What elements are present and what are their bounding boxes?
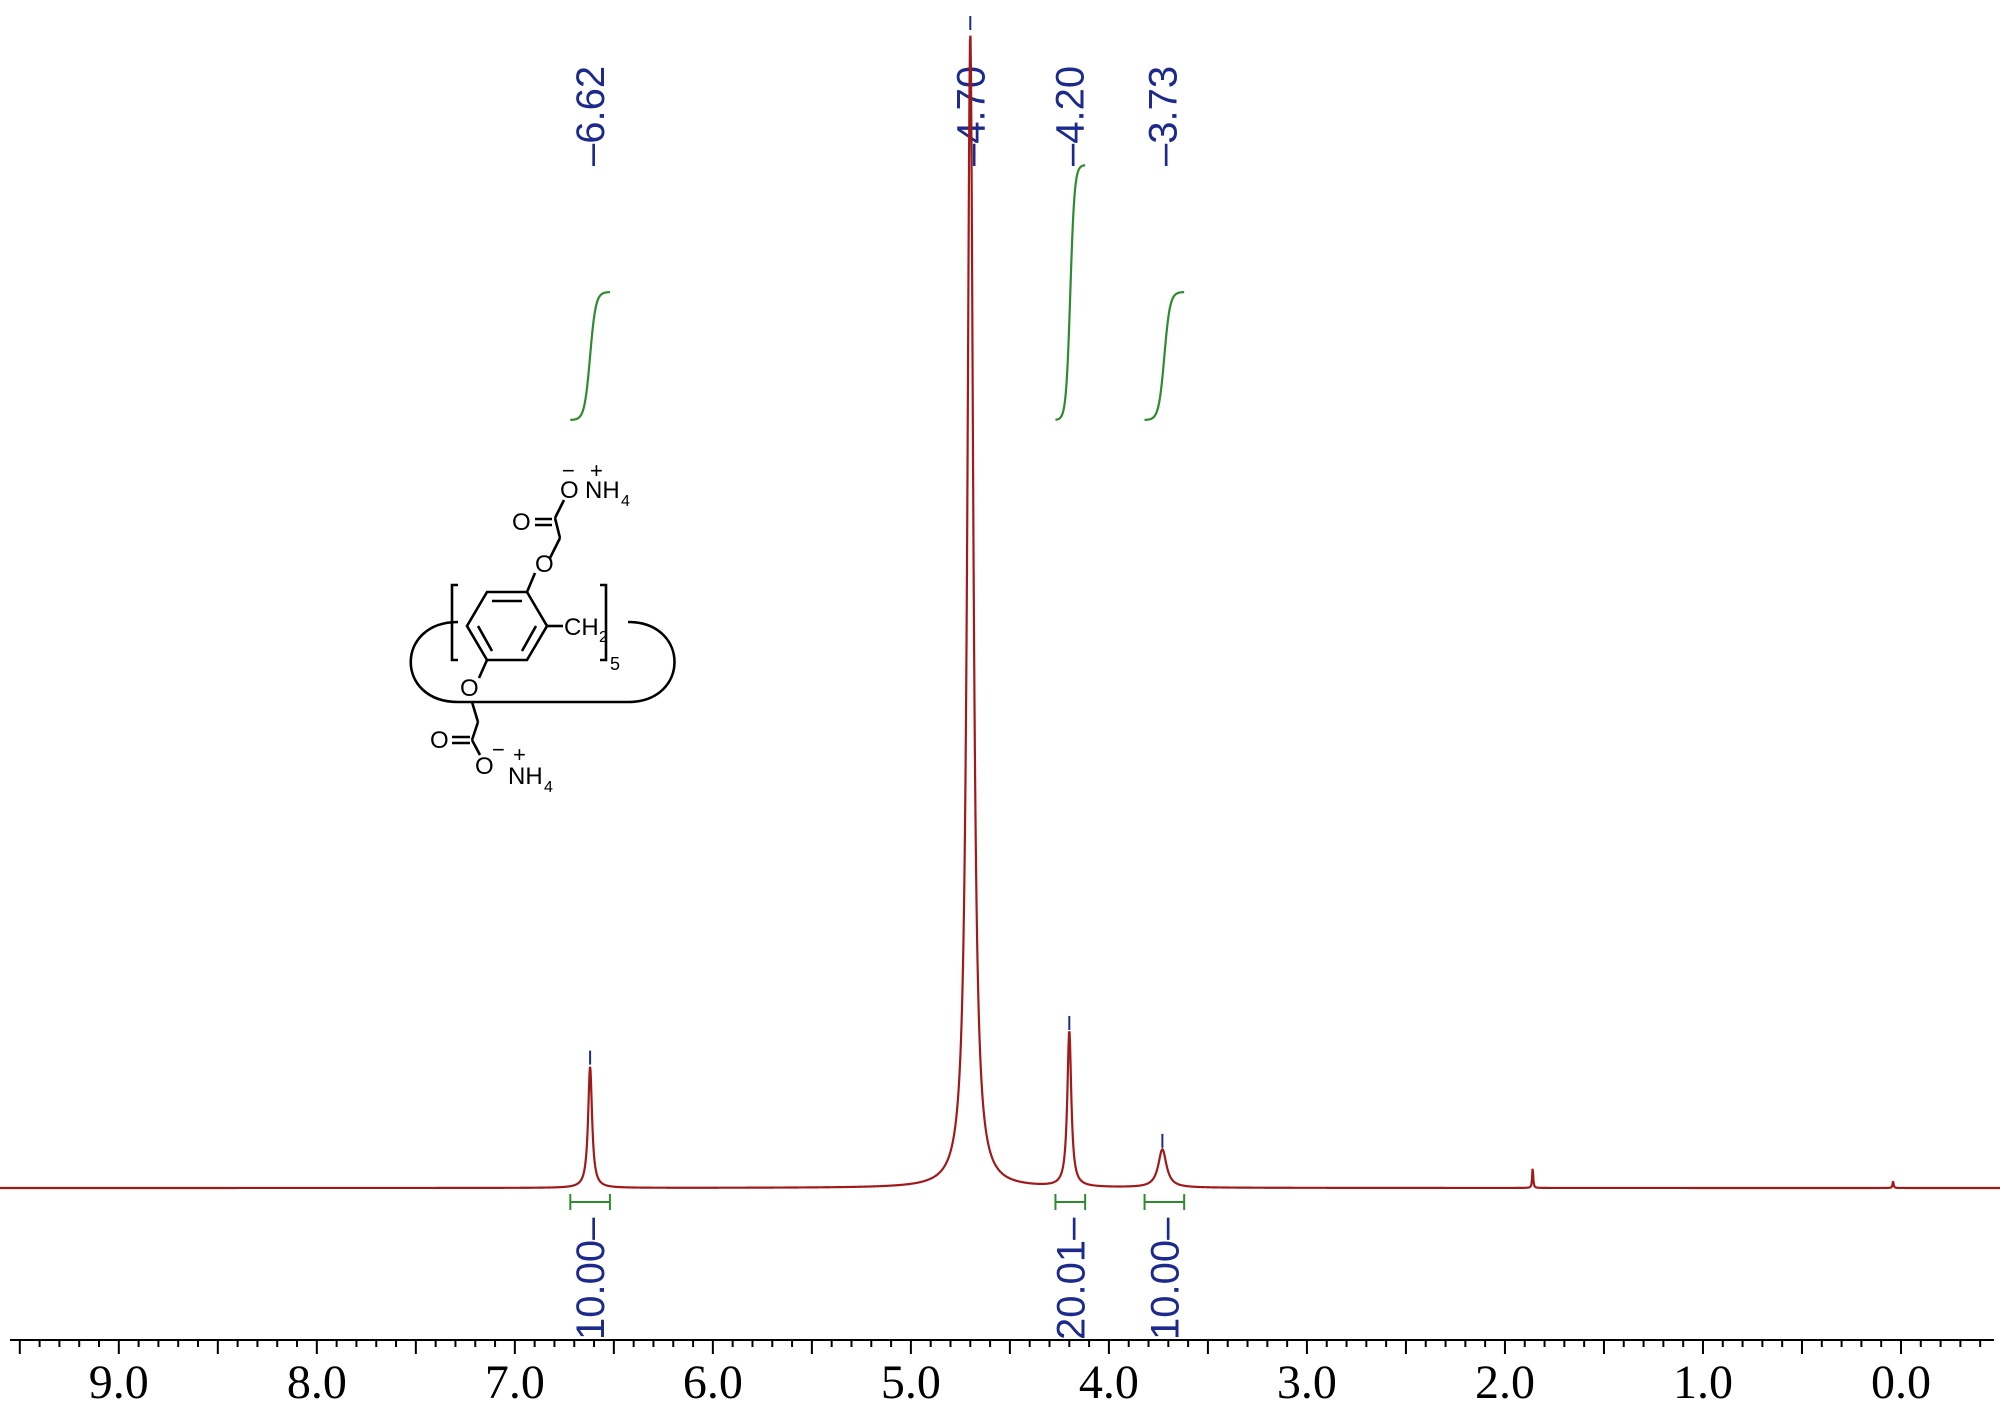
peak-label: –3.73 bbox=[1141, 66, 1185, 166]
integral-curve-layer bbox=[570, 164, 1185, 421]
integral-value-group: 10.00– bbox=[1143, 1217, 1187, 1340]
ring-double-bond bbox=[476, 625, 494, 652]
chemical-structure bbox=[409, 499, 676, 756]
peak-label-group: –4.20 bbox=[1048, 66, 1092, 166]
atom-label: NH bbox=[585, 477, 620, 504]
integral-curve bbox=[1144, 291, 1185, 421]
x-tick-label: 1.0 bbox=[1673, 1356, 1733, 1404]
repeat-count: 5 bbox=[610, 654, 620, 674]
integral-value: 10.00– bbox=[569, 1217, 613, 1340]
peak-label: –4.20 bbox=[1048, 66, 1092, 166]
x-tick-label: 6.0 bbox=[683, 1356, 743, 1404]
bond-ring-top-oxygen bbox=[525, 572, 537, 593]
bond-ring-bottom-oxygen bbox=[477, 659, 489, 679]
peak-label-layer: –6.62 –4.70 –4.20 –3.73 bbox=[569, 16, 1185, 1148]
ring-double-bond bbox=[520, 625, 538, 652]
integral-value-group: 10.00– bbox=[569, 1217, 613, 1340]
atom-label: O bbox=[430, 727, 449, 754]
x-tick-label: 2.0 bbox=[1475, 1356, 1535, 1404]
atom-label: O bbox=[512, 509, 531, 536]
bond-carboxylate bbox=[553, 499, 566, 519]
x-tick-label: 4.0 bbox=[1079, 1356, 1139, 1404]
bond-oxygen-ch2 bbox=[548, 537, 562, 559]
integral-marker-layer: 10.00– 20.01– 10.00– bbox=[569, 1194, 1187, 1340]
x-tick-label: 0.0 bbox=[1871, 1356, 1931, 1404]
integral-value: 10.00– bbox=[1143, 1217, 1187, 1340]
integral-value-group: 20.01– bbox=[1049, 1217, 1093, 1340]
integral-curve bbox=[1055, 164, 1086, 421]
peak-label-group: –6.62 bbox=[569, 66, 613, 166]
repeat-bracket-left bbox=[450, 583, 458, 662]
x-tick-label: 8.0 bbox=[287, 1356, 347, 1404]
bond-carboxylate bbox=[470, 739, 482, 756]
atom-subscript: 4 bbox=[544, 779, 553, 796]
atom-label: O bbox=[560, 477, 579, 504]
bond-ch2-carboxyl bbox=[553, 517, 562, 539]
integral-value: 20.01– bbox=[1049, 1217, 1093, 1340]
atom-label: O bbox=[535, 551, 554, 578]
x-axis: 9.0 8.0 7.0 6.0 5.0 4.0 3.0 2.0 1.0 0.0 bbox=[10, 1339, 1994, 1404]
bond-oxygen-ch2 bbox=[470, 701, 480, 723]
atom-label: CH bbox=[564, 614, 599, 641]
x-tick-label: 9.0 bbox=[89, 1356, 149, 1404]
bond-ch2-carboxyl bbox=[470, 721, 480, 741]
spectrum-trace-layer bbox=[0, 35, 2000, 1190]
atom-label: NH bbox=[508, 763, 543, 790]
atom-subscript: 4 bbox=[621, 493, 630, 510]
integral-curve bbox=[570, 291, 610, 421]
x-tick-label: 3.0 bbox=[1277, 1356, 1337, 1404]
charge-label: + bbox=[590, 458, 603, 483]
spectrum-trace bbox=[0, 35, 2000, 1190]
charge-label: − bbox=[562, 458, 575, 483]
peak-label-group: –3.73 bbox=[1141, 66, 1185, 166]
x-tick-label: 7.0 bbox=[485, 1356, 545, 1404]
repeat-bracket-right bbox=[600, 583, 608, 662]
charge-label: + bbox=[513, 742, 526, 767]
structure-labels: O − NH + 4 O O CH 2 5 O O O − NH + 4 bbox=[430, 458, 630, 796]
atom-label: O bbox=[460, 675, 479, 702]
x-tick-label: 5.0 bbox=[881, 1356, 941, 1404]
atom-subscript: 2 bbox=[599, 629, 608, 646]
peak-label: –6.62 bbox=[569, 66, 613, 166]
macrocycle-loop bbox=[409, 620, 676, 704]
charge-label: − bbox=[492, 737, 505, 762]
atom-label: O bbox=[475, 753, 494, 780]
